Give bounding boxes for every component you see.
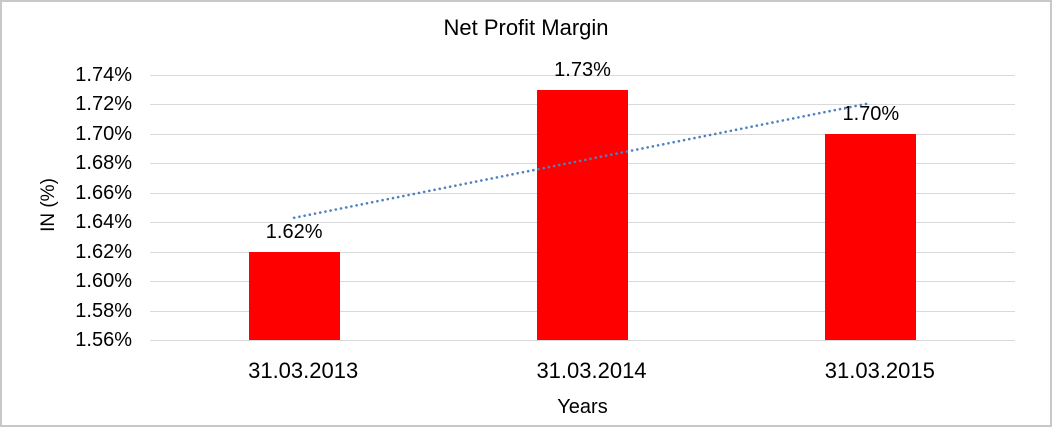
- y-axis-tick-label: 1.62%: [75, 240, 132, 263]
- x-axis-category-label: 31.03.2015: [824, 358, 935, 383]
- y-axis-tick-label: 1.56%: [75, 329, 132, 351]
- x-axis-title: Years: [557, 396, 608, 418]
- bar: [825, 133, 917, 340]
- y-axis-tick-label: 1.68%: [75, 152, 132, 175]
- y-axis-tick-label: 1.64%: [75, 211, 132, 234]
- y-axis-tick-label: 1.58%: [75, 299, 132, 322]
- y-axis-tick-label: 1.70%: [75, 122, 132, 145]
- bar-value-label: 1.70%: [842, 102, 900, 125]
- bar: [537, 89, 628, 340]
- y-axis-tick-label: 1.74%: [75, 64, 132, 86]
- y-axis-tick-label: 1.60%: [75, 270, 132, 293]
- gridline: [150, 75, 1015, 76]
- bar-value-label: 1.73%: [554, 58, 611, 81]
- gridline: [150, 340, 1015, 341]
- y-axis-tick-label: 1.72%: [75, 93, 132, 116]
- x-axis-category-label: 31.03.2014: [536, 358, 647, 383]
- bar-value-label: 1.62%: [265, 220, 323, 243]
- bar: [248, 251, 340, 340]
- chart-title: Net Profit Margin: [443, 15, 609, 40]
- y-axis-tick-label: 1.66%: [75, 181, 132, 204]
- x-axis-category-label: 31.03.2013: [248, 358, 359, 383]
